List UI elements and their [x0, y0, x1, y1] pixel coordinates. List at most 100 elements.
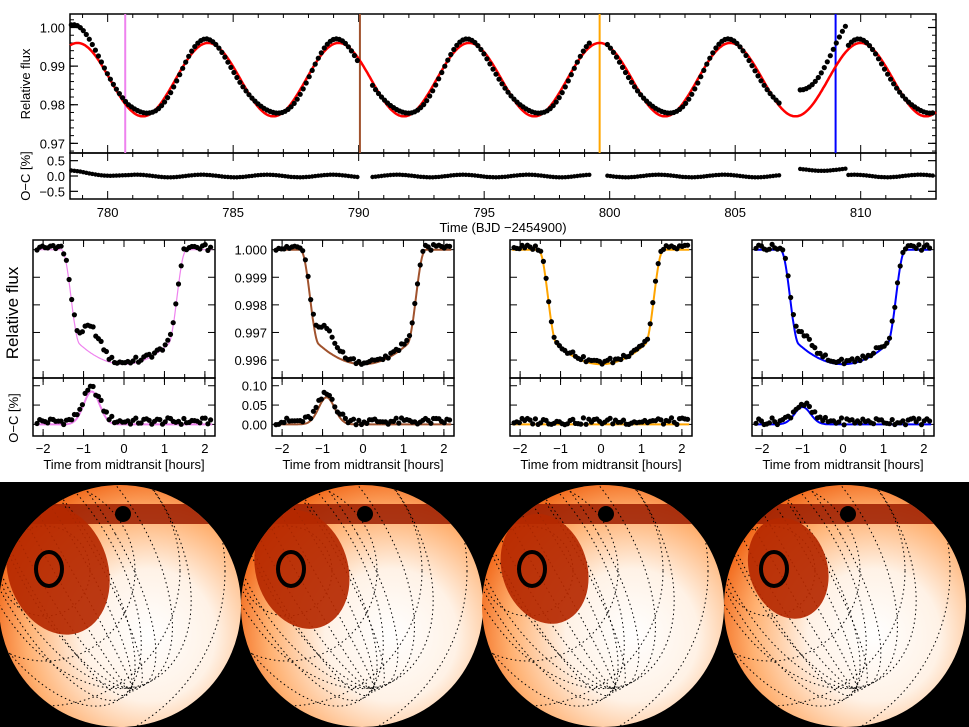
- transit-data-point: [782, 255, 789, 261]
- transit-data-point: [538, 248, 544, 254]
- transit-resid-point: [607, 415, 613, 421]
- long-data-point: [502, 85, 508, 91]
- long-resid-point: [587, 172, 592, 177]
- long-x-tick-label: 800: [599, 205, 621, 220]
- stellar-disk-2: [241, 485, 483, 727]
- long-data-point: [839, 28, 846, 34]
- long-data-point: [436, 76, 442, 82]
- long-resid-tick-label: 0.5: [47, 154, 65, 169]
- transit-data-point: [790, 312, 797, 318]
- transit-resid-point: [208, 417, 214, 423]
- long-data-point: [568, 72, 574, 78]
- transit-resid-point: [157, 417, 163, 423]
- long-data-point: [881, 66, 888, 72]
- transit-resid-point: [326, 392, 332, 399]
- long-data-point: [113, 86, 119, 92]
- long-data-point: [866, 43, 873, 49]
- long-data-point: [168, 90, 174, 96]
- transit-resid-point: [918, 422, 925, 428]
- stellar-disks: [0, 485, 966, 727]
- long-data-point: [375, 90, 382, 97]
- long-data-point: [710, 50, 716, 56]
- transit-data-point: [660, 246, 667, 252]
- long-model-curve: [69, 41, 937, 118]
- transit-resid-point: [578, 421, 584, 427]
- long-data-point: [818, 70, 824, 76]
- transit-data-point: [61, 251, 67, 257]
- long-data-point: [180, 65, 186, 71]
- long-data-point: [92, 47, 98, 53]
- grid-meridian: [241, 485, 384, 707]
- transit-data-point: [412, 300, 418, 307]
- long-data-point: [288, 104, 294, 110]
- transit-resid-point: [822, 414, 829, 421]
- transit-resid-point: [674, 421, 680, 427]
- transit-resid-point: [812, 409, 818, 415]
- long-data-point: [348, 48, 354, 54]
- long-data-point: [607, 45, 614, 51]
- transit-resid-point: [85, 387, 91, 393]
- long-data-point: [231, 69, 237, 76]
- long-data-point: [291, 100, 297, 106]
- grid-parallel: [0, 485, 226, 727]
- long-data-point: [686, 96, 692, 102]
- transit-data-point: [852, 359, 858, 365]
- transit-resid-point: [90, 383, 96, 390]
- transit-data-point: [173, 301, 179, 307]
- long-data-point: [430, 88, 436, 94]
- transit-resid-point: [103, 409, 109, 415]
- transit-data-point: [570, 349, 576, 355]
- long-data-point: [306, 74, 312, 80]
- transit-resid-point: [178, 421, 184, 427]
- transit-resid-point: [610, 421, 616, 427]
- long-data-point: [321, 45, 327, 51]
- transit-data-point: [71, 312, 77, 318]
- grid-meridian: [724, 485, 898, 689]
- transit-y-tick-label: 0.998: [234, 298, 267, 313]
- long-data-point: [481, 51, 487, 57]
- long-data-point: [872, 51, 879, 57]
- transit-data-point: [340, 349, 346, 355]
- long-data-point: [487, 61, 493, 67]
- transit-resid-point: [396, 420, 402, 426]
- long-data-point: [372, 87, 379, 93]
- transit-x-tick-label: 0: [359, 441, 366, 456]
- transit-xlabel: Time from midtransit [hours]: [520, 457, 681, 472]
- transit-data-point: [806, 336, 813, 342]
- long-data-point: [761, 82, 767, 88]
- long-flux-y-axis: 0.97 0.98 0.99 1.00: [40, 19, 936, 152]
- long-data-point: [707, 55, 713, 61]
- long-light-curve-panel: 0.97 0.98 0.99 1.00 −0.50.00.5 780 785 790 795…: [18, 13, 937, 235]
- long-data-point: [433, 82, 439, 88]
- transit-data-point: [884, 340, 890, 346]
- long-data-point: [619, 64, 626, 70]
- transit-resid-point: [353, 422, 359, 428]
- long-resid-point: [843, 166, 848, 171]
- long-data-point: [309, 67, 315, 73]
- transit-data-point: [149, 354, 155, 360]
- transit-resid-point: [34, 420, 40, 427]
- transit-data-point: [414, 281, 421, 287]
- transit-data-point: [159, 347, 166, 353]
- transit-x-tick-label: 0: [120, 441, 127, 456]
- long-data-point: [312, 61, 318, 67]
- transit-resid-point: [310, 408, 316, 414]
- transit-data-point: [420, 248, 426, 254]
- transit-data-point: [385, 355, 391, 361]
- transit-data-point: [406, 333, 413, 339]
- transit-data-point: [133, 354, 139, 360]
- long-data-point: [734, 40, 740, 47]
- transit-x-tick-label: −2: [755, 441, 770, 456]
- grid-meridian: [482, 485, 640, 689]
- long-resid-points: [69, 166, 935, 180]
- transit-resid-tick-label: 0.05: [242, 398, 267, 413]
- long-data-point: [222, 54, 228, 60]
- transit-data-point: [916, 242, 922, 248]
- transit-resid-point: [583, 421, 589, 427]
- long-data-point: [484, 56, 490, 62]
- transit-x-tick-label: 2: [920, 441, 927, 456]
- grid-meridian: [724, 485, 917, 690]
- long-data-point: [580, 48, 586, 54]
- long-data-point: [764, 87, 770, 93]
- transit-resid-point: [98, 397, 104, 403]
